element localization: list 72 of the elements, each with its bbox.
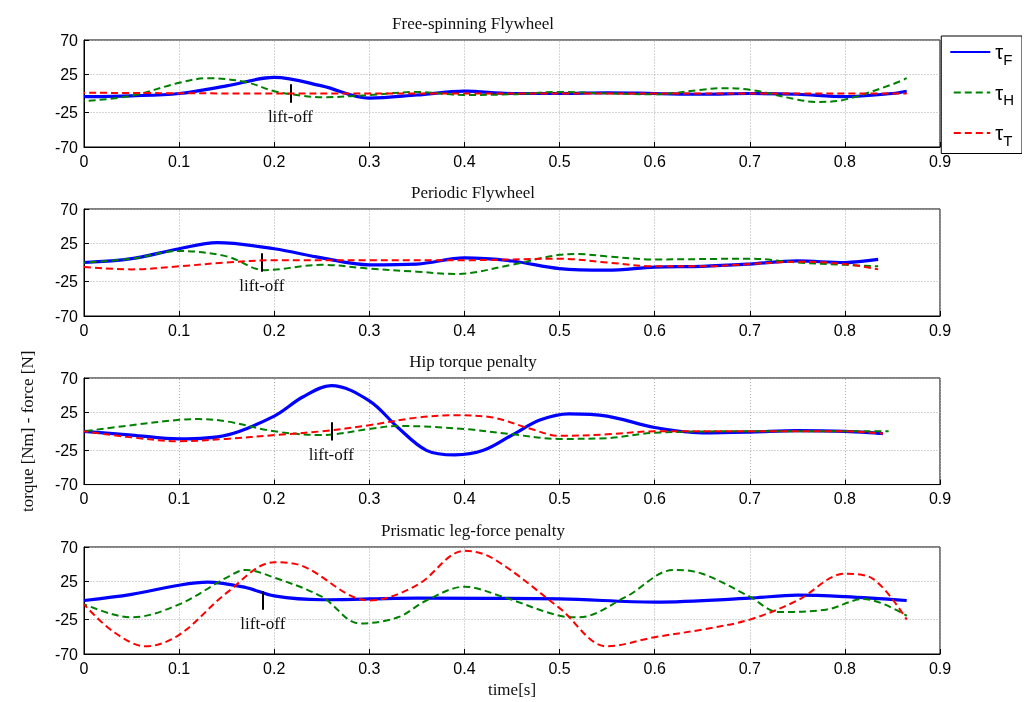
x-tick-label: 0.7 [738, 659, 761, 677]
y-tick-label: 70 [60, 200, 79, 218]
x-tick-label: 0.2 [263, 152, 286, 170]
y-tick-label: -70 [54, 138, 79, 156]
x-tick-label: 0.3 [358, 321, 381, 339]
y-tick-label: 70 [60, 538, 79, 556]
x-tick-label: 0.1 [167, 321, 191, 339]
x-tick-label: 0.6 [643, 321, 666, 339]
ref-line-label: lift-off [267, 106, 314, 126]
x-tick-label: 0.1 [167, 152, 191, 170]
line-series [83, 257, 880, 271]
x-tick-label: 0 [79, 490, 89, 508]
y-axis-title: torque [Nm] - force [N] [18, 350, 37, 513]
line-series [83, 414, 884, 443]
x-tick-label: 0.4 [453, 152, 476, 170]
x-tick-label: 0.3 [358, 490, 381, 508]
x-tick-label: 0.5 [548, 152, 571, 170]
y-tick-label: 25 [60, 403, 79, 421]
x-tick-label: 0.9 [928, 490, 952, 508]
ref-line-label: lift-off [239, 275, 285, 295]
y-tick-label: 70 [60, 369, 79, 387]
x-tick-label: 0.2 [263, 490, 286, 508]
y-tick-label: -25 [54, 441, 79, 459]
x-tick-label: 0.9 [928, 659, 952, 677]
x-tick-label: 0.8 [833, 321, 857, 339]
ref-line-label: lift-off [308, 444, 355, 464]
x-tick-label: 0.5 [548, 321, 571, 339]
y-tick-label: -70 [54, 645, 79, 663]
x-tick-label: 0.4 [453, 490, 476, 508]
x-tick-label: 0.7 [738, 321, 761, 339]
x-tick-label: 0.7 [738, 152, 761, 170]
x-tick-label: 0.6 [643, 152, 666, 170]
x-tick-label: 0.7 [738, 490, 761, 508]
y-tick-label: 25 [60, 65, 79, 83]
x-tick-label: 0.8 [833, 490, 857, 508]
y-tick-label: -25 [54, 273, 79, 291]
chart-title: Periodic Flywheel [410, 183, 536, 202]
x-tick-label: 0.5 [548, 490, 571, 508]
x-tick-label: 0.4 [453, 321, 476, 339]
x-tick-label: 0.6 [643, 659, 666, 677]
x-axis-title: time[s] [487, 679, 537, 699]
y-tick-label: 25 [60, 572, 79, 590]
x-tick-label: 0.2 [263, 321, 286, 339]
line-series [83, 250, 880, 275]
x-tick-label: 0.1 [167, 659, 191, 677]
x-tick-label: 0.1 [167, 490, 191, 508]
line-series [83, 418, 890, 440]
y-tick-label: -25 [54, 104, 79, 122]
chart-title: Hip torque penalty [409, 352, 538, 371]
x-tick-label: 0.5 [548, 659, 571, 677]
y-tick-label: -25 [54, 611, 79, 629]
x-tick-label: 0.3 [358, 152, 381, 170]
chart-title: Prismatic leg-force penalty [380, 521, 566, 540]
x-tick-label: 0.6 [643, 490, 666, 508]
chart-title: Free-spinning Flywheel [392, 14, 555, 33]
x-tick-label: 0.3 [358, 659, 381, 677]
ref-line-label: lift-off [240, 613, 286, 633]
line-series [82, 580, 909, 604]
line-series [83, 549, 908, 648]
x-tick-label: 0.4 [453, 659, 476, 677]
x-tick-label: 0.8 [833, 152, 857, 170]
x-tick-label: 0.2 [263, 659, 286, 677]
x-tick-label: 0.8 [833, 659, 857, 677]
x-tick-label: 0 [79, 152, 89, 170]
x-tick-label: 0 [79, 659, 89, 677]
y-tick-label: -70 [54, 476, 79, 494]
y-tick-label: 70 [60, 31, 79, 49]
y-tick-label: 25 [60, 234, 79, 252]
x-tick-label: 0.9 [928, 152, 952, 170]
y-tick-label: -70 [54, 307, 79, 325]
x-tick-label: 0 [79, 321, 89, 339]
x-tick-label: 0.9 [928, 321, 952, 339]
